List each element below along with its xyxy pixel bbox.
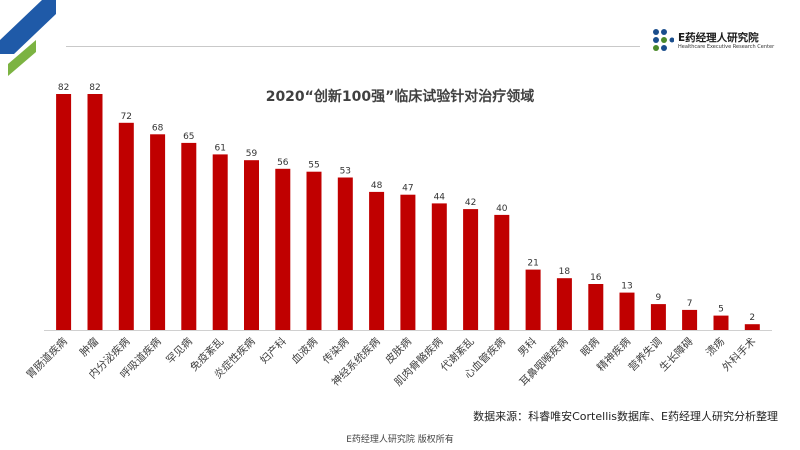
brand-name: E药经理人研究院 [678,32,759,44]
bar [275,168,291,330]
category-label: 血液病 [289,335,321,367]
bar [556,278,572,330]
brand-dots-icon [653,29,674,51]
bar-value-label: 59 [246,149,258,159]
bar-value-label: 13 [621,282,632,292]
category-label: 生长障碍 [657,335,696,374]
bar-value-label: 61 [214,143,225,153]
bar-value-label: 44 [434,192,446,202]
category-label: 胃肠道疾病 [24,335,71,382]
category-label: 妇产科 [257,335,289,367]
bar [744,324,760,330]
bar [56,94,72,330]
footer-copyright: E药经理人研究院 版权所有 [346,435,454,445]
bar [212,154,228,330]
bar [650,304,666,330]
bar-value-label: 72 [121,112,132,122]
bar-value-label: 56 [277,158,289,168]
source-note: 数据来源：科睿唯安Cortellis数据库、E药经理人研究分析整理 [473,410,778,423]
bar [87,94,103,330]
bar [588,284,604,330]
bar-value-label: 82 [89,83,100,93]
bar [713,315,729,330]
bar-value-label: 18 [559,267,571,277]
bar [337,177,353,330]
brand-logo: E药经理人研究院 Healthcare Executive Research C… [652,28,798,56]
bar-value-label: 9 [656,293,662,303]
bar [525,269,541,330]
bar-value-label: 16 [590,273,602,283]
bar [431,203,447,330]
bar [118,122,134,330]
bar [181,142,197,330]
bar-value-label: 47 [402,184,413,194]
bar [306,171,322,330]
bar-value-label: 53 [340,167,351,177]
bar-value-label: 40 [496,204,508,214]
chart-title: 2020“创新100强”临床试验针对治疗领域 [266,88,535,105]
bar-value-label: 42 [465,198,476,208]
category-label: 男科 [515,335,539,359]
bar [682,309,698,330]
category-label: 肿瘤 [77,335,101,359]
category-label: 外科手术 [720,335,759,374]
bar-value-label: 65 [183,132,194,142]
category-label: 眼病 [578,335,602,359]
bar-value-label: 21 [527,259,538,269]
bar-value-label: 82 [58,83,69,93]
bar-value-label: 7 [687,299,693,309]
bar-value-label: 5 [718,305,724,315]
bar-value-label: 68 [152,123,164,133]
corner-blue-stripe [0,0,56,54]
bar [494,214,510,330]
bar [463,209,479,330]
brand-subtitle: Healthcare Executive Research Center [678,44,775,50]
bar-value-label: 55 [308,161,319,171]
bar [619,292,635,330]
header-divider [66,46,640,47]
bar [150,134,166,330]
corner-green-stripe [8,40,36,76]
bar [244,160,259,330]
bar [400,194,416,330]
bar-value-label: 48 [371,181,383,191]
category-label: 溃疡 [703,335,727,359]
bar [369,191,385,330]
corner-logo [0,0,56,76]
bar-value-label: 2 [749,313,755,323]
category-label: 营养失调 [626,335,665,374]
